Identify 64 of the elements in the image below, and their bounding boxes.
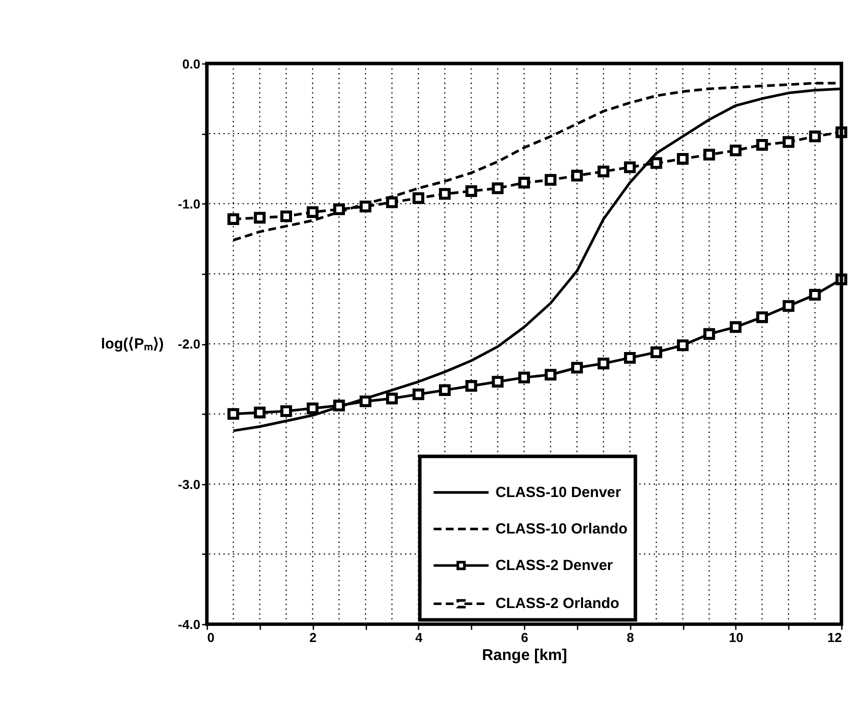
point bbox=[809, 130, 821, 142]
point bbox=[598, 166, 610, 178]
point bbox=[386, 392, 398, 404]
x-axis-title: Range [km] bbox=[482, 647, 568, 664]
point bbox=[809, 288, 821, 301]
point bbox=[650, 157, 662, 169]
point bbox=[280, 210, 292, 222]
x-tick-label: 6 bbox=[520, 630, 528, 645]
point bbox=[412, 388, 424, 400]
point bbox=[492, 376, 504, 388]
x-tick-label: 0 bbox=[207, 630, 215, 645]
y-tick-label: -1.0 bbox=[178, 196, 200, 212]
point bbox=[730, 144, 742, 156]
point bbox=[703, 148, 716, 161]
y-tick-label: -4.0 bbox=[178, 616, 200, 632]
x-tick-label: 10 bbox=[728, 630, 744, 645]
point bbox=[676, 339, 689, 352]
x-tick-label: 12 bbox=[827, 630, 842, 645]
point bbox=[227, 213, 240, 225]
x-tick-label: 2 bbox=[309, 630, 317, 645]
x-tick-label: 8 bbox=[626, 630, 634, 645]
point bbox=[518, 372, 530, 384]
x-tick-label: 4 bbox=[415, 630, 424, 645]
point bbox=[492, 182, 504, 194]
point bbox=[544, 368, 556, 381]
point bbox=[782, 136, 794, 148]
point bbox=[254, 406, 266, 418]
point bbox=[360, 200, 372, 212]
point bbox=[544, 174, 556, 186]
point bbox=[438, 384, 451, 396]
point bbox=[624, 161, 636, 174]
point bbox=[254, 212, 266, 224]
point bbox=[518, 176, 530, 189]
legend-label: CLASS-10 Denver bbox=[495, 484, 622, 501]
point bbox=[782, 300, 794, 312]
y-tick-label: 0.0 bbox=[182, 56, 200, 72]
point bbox=[624, 352, 636, 364]
point bbox=[756, 311, 768, 324]
legend-label: CLASS-10 Orlando bbox=[495, 521, 628, 538]
point bbox=[598, 358, 610, 370]
point bbox=[730, 321, 742, 333]
point bbox=[703, 328, 716, 340]
y-tick-label: -3.0 bbox=[178, 476, 200, 492]
point bbox=[571, 170, 583, 182]
point bbox=[333, 203, 345, 216]
point bbox=[386, 196, 398, 208]
point bbox=[650, 346, 662, 358]
point bbox=[306, 206, 318, 218]
point bbox=[333, 400, 345, 412]
point bbox=[756, 138, 768, 151]
point bbox=[571, 362, 583, 374]
point bbox=[676, 152, 689, 165]
point bbox=[306, 402, 318, 414]
legend-label: CLASS-2 Denver bbox=[495, 558, 614, 574]
point bbox=[438, 188, 451, 200]
point bbox=[280, 405, 292, 417]
y-tick-label: -2.0 bbox=[178, 336, 200, 352]
y-axis-title: log(⟨Pₘ⟩) bbox=[101, 336, 164, 353]
point bbox=[360, 395, 372, 408]
point bbox=[412, 192, 424, 204]
legend-label: CLASS-2 Orlando bbox=[495, 596, 620, 612]
point bbox=[465, 380, 478, 392]
point bbox=[465, 185, 478, 197]
point bbox=[227, 408, 240, 420]
